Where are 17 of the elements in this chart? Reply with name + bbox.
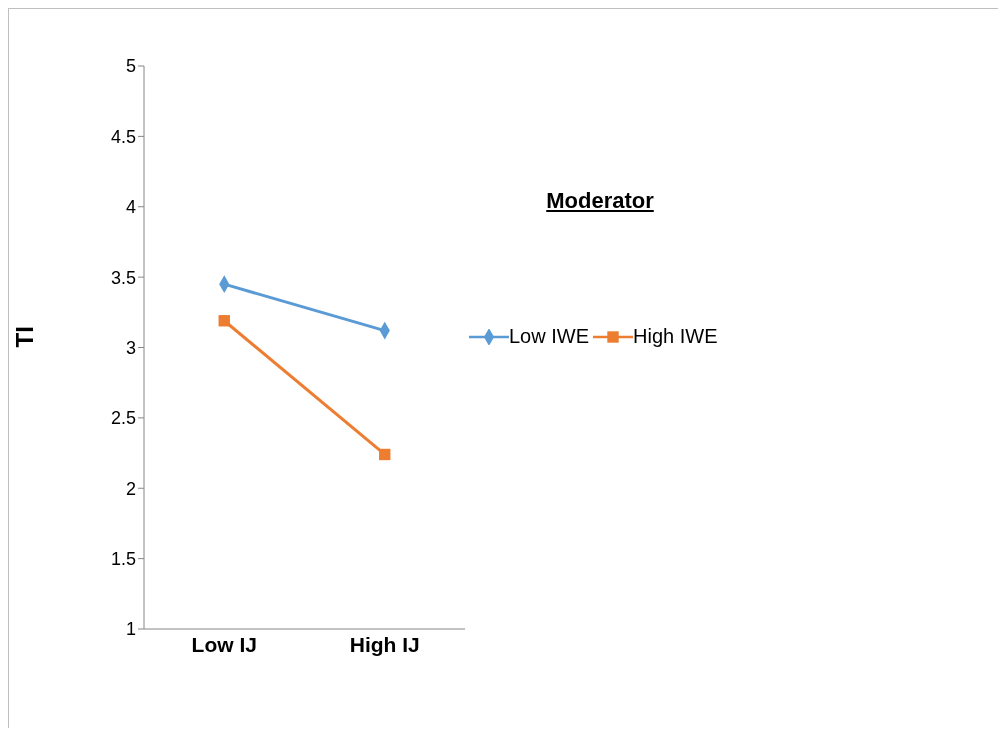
legend-title: Moderator — [545, 188, 655, 214]
y-tick-label: 5 — [125, 56, 136, 77]
legend-label: High IWE — [633, 325, 718, 348]
point — [379, 448, 391, 461]
y-tick-label: 2.5 — [110, 408, 136, 429]
y-tick-label: 1.5 — [110, 549, 136, 570]
x-tick-label: High IJ — [349, 632, 420, 656]
y-tick-label: 3.5 — [110, 267, 136, 288]
x-tick-label: Low IJ — [191, 632, 257, 656]
point — [218, 315, 230, 327]
y-tick-label: 4.5 — [110, 126, 136, 147]
y-tick-label: 3 — [125, 337, 136, 358]
y-tick-label: 1 — [125, 619, 136, 640]
y-tick-label: 2 — [125, 478, 136, 499]
y-tick-label: 4 — [125, 197, 136, 218]
legend-label: Low IWE — [509, 325, 590, 348]
y-axis-title: TI — [10, 326, 38, 348]
